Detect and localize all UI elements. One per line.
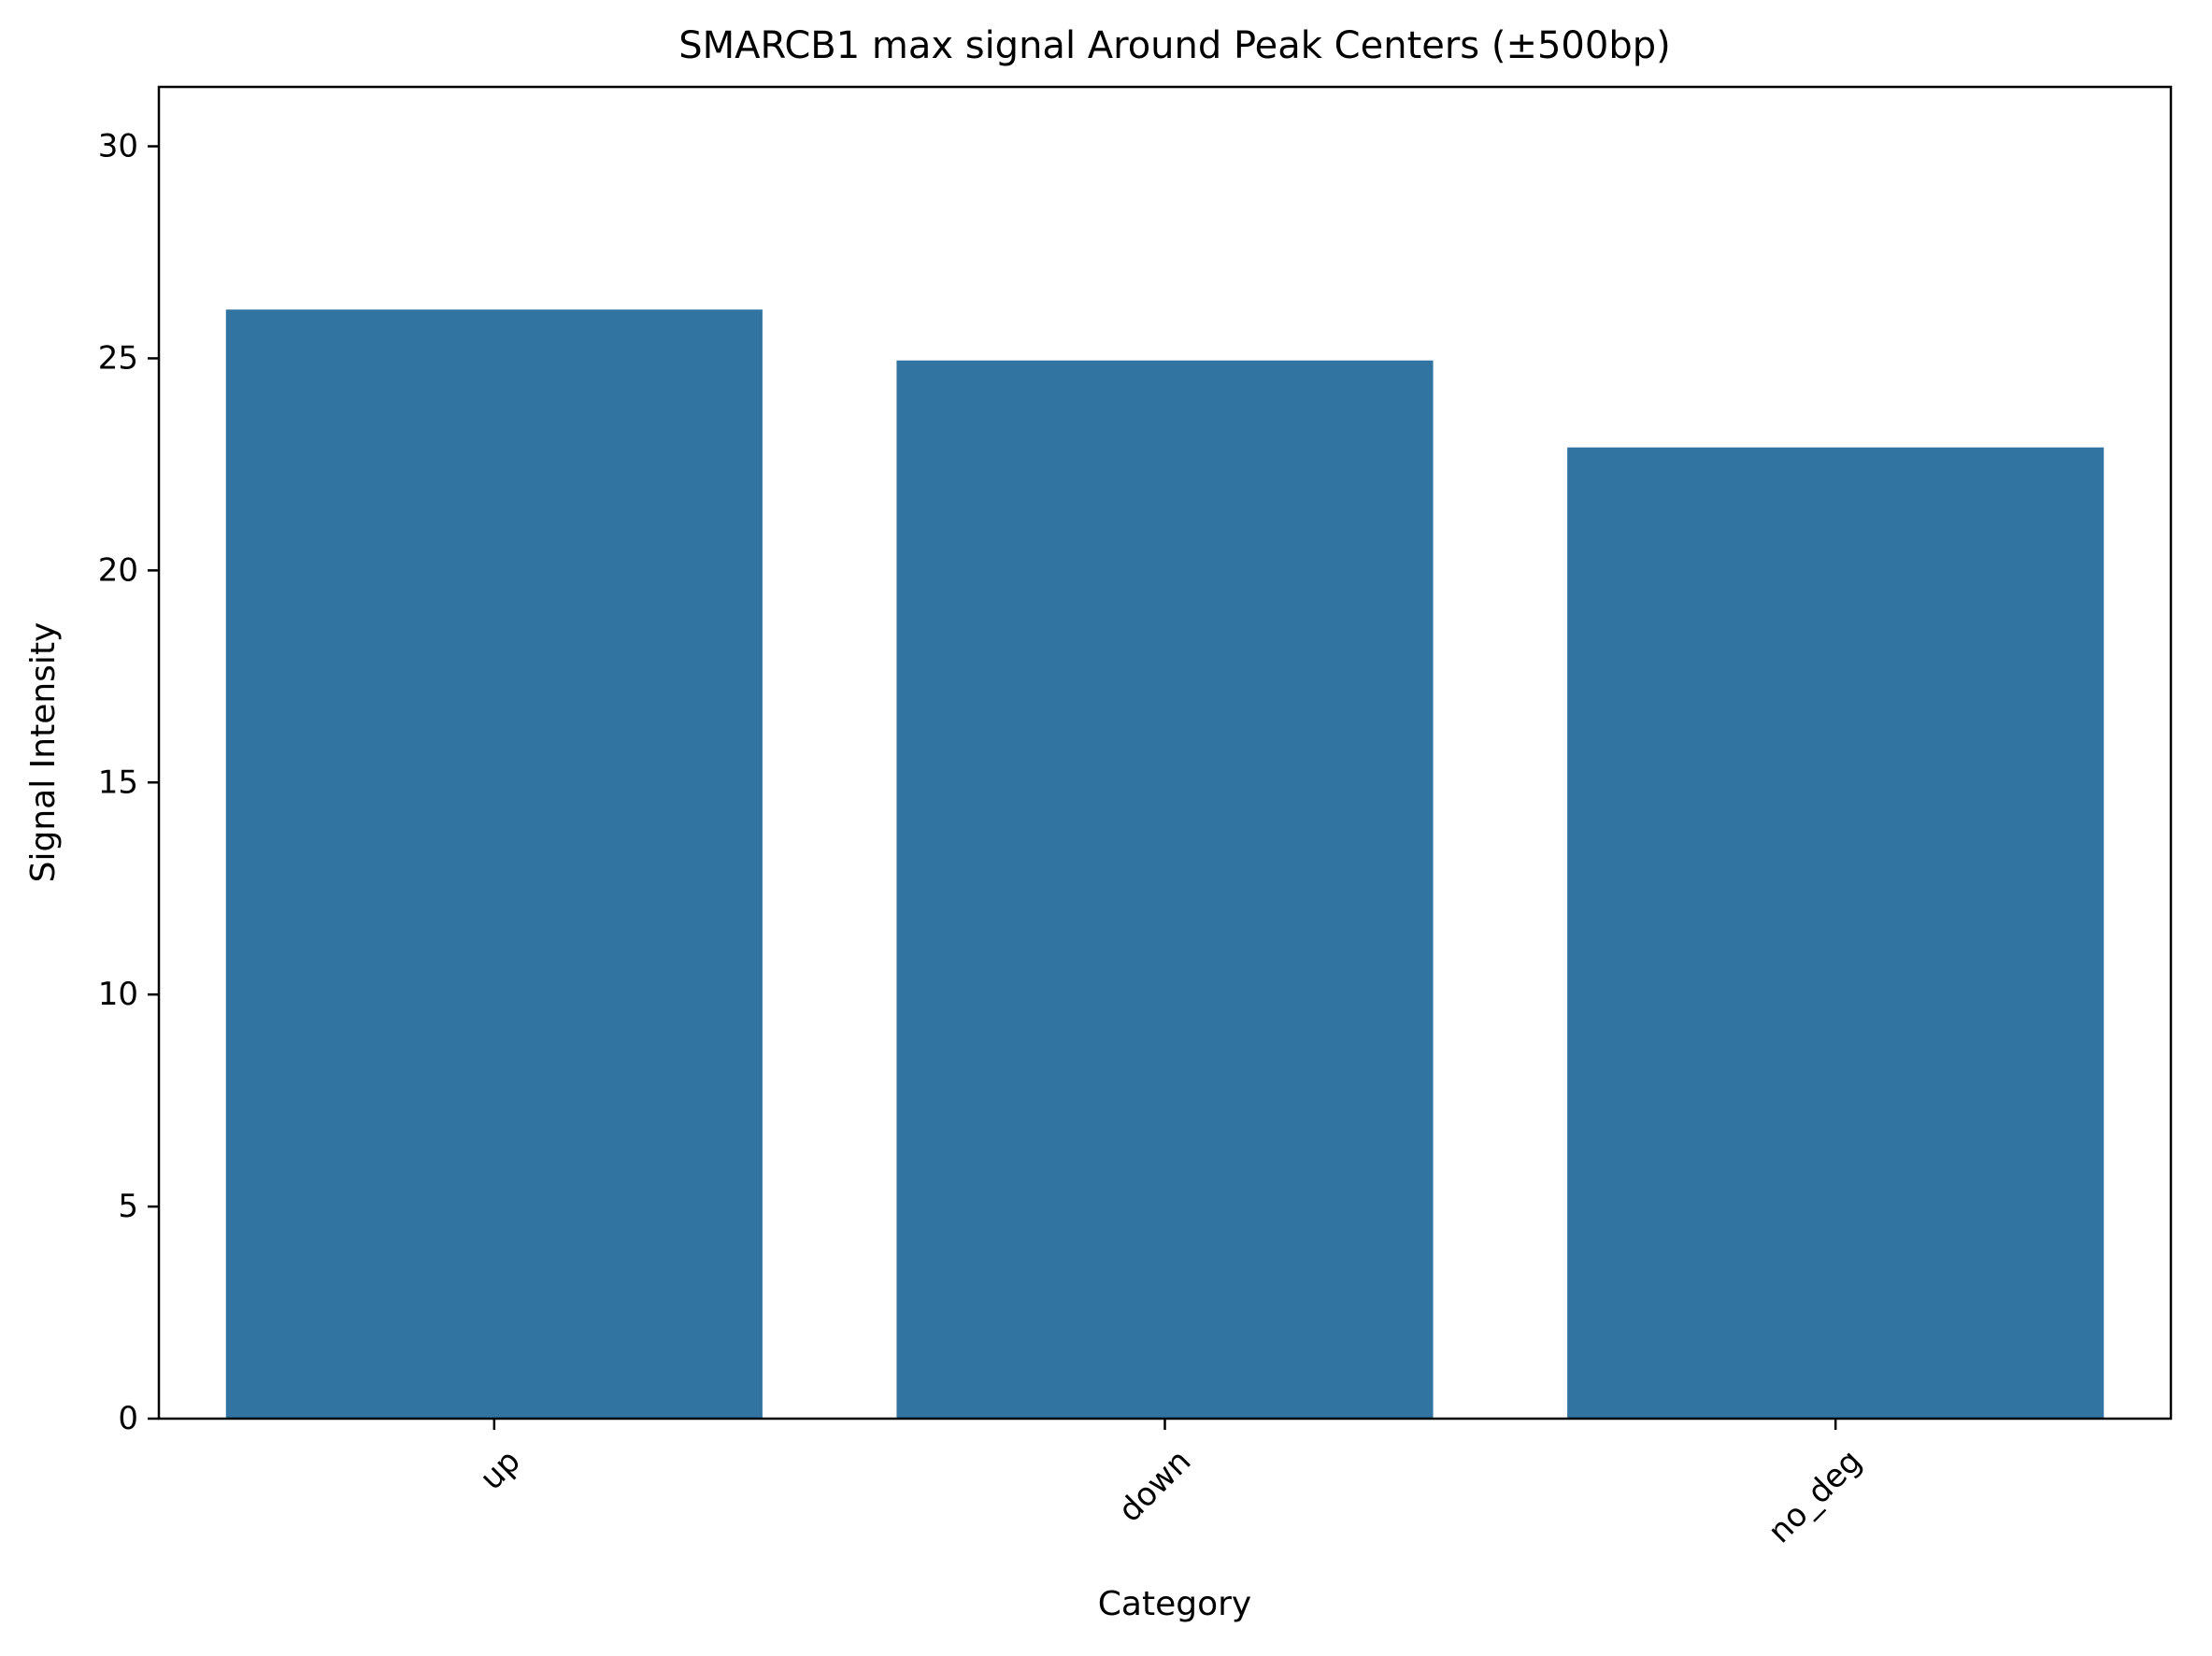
chart-title: SMARCB1 max signal Around Peak Centers (… <box>678 24 1670 67</box>
y-tick-label: 20 <box>98 551 138 589</box>
x-tick-label: no_deg <box>1761 1443 1869 1551</box>
x-axis-label: Category <box>1098 1585 1251 1623</box>
y-tick-label: 15 <box>98 764 138 801</box>
bar-down <box>896 360 1434 1420</box>
bar-up <box>225 309 763 1419</box>
y-tick-label: 25 <box>98 339 138 377</box>
bars-layer <box>225 309 2105 1420</box>
y-axis-label: Signal Intensity <box>24 622 63 883</box>
y-tick-label: 30 <box>98 128 138 165</box>
y-axis: 0 5 10 15 20 25 30 <box>98 128 159 1437</box>
y-tick-label: 5 <box>118 1188 138 1225</box>
y-tick-label: 0 <box>118 1400 138 1437</box>
y-tick-label: 10 <box>98 976 138 1013</box>
bar-no-deg <box>1567 447 2105 1419</box>
x-tick-label: up <box>473 1443 528 1498</box>
x-axis: up down no_deg <box>473 1419 1869 1550</box>
x-tick-label: down <box>1111 1443 1198 1530</box>
